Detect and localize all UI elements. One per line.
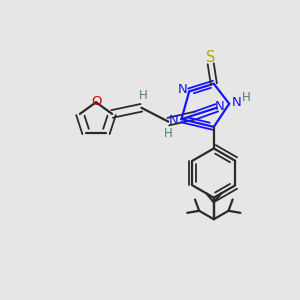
Text: S: S (206, 50, 215, 65)
Text: H: H (242, 91, 250, 104)
Text: N: N (178, 83, 188, 96)
Text: O: O (91, 95, 101, 108)
Text: H: H (139, 89, 147, 102)
Text: H: H (164, 128, 173, 140)
Text: N: N (214, 100, 224, 113)
Text: N: N (232, 96, 242, 109)
Text: N: N (169, 114, 178, 127)
